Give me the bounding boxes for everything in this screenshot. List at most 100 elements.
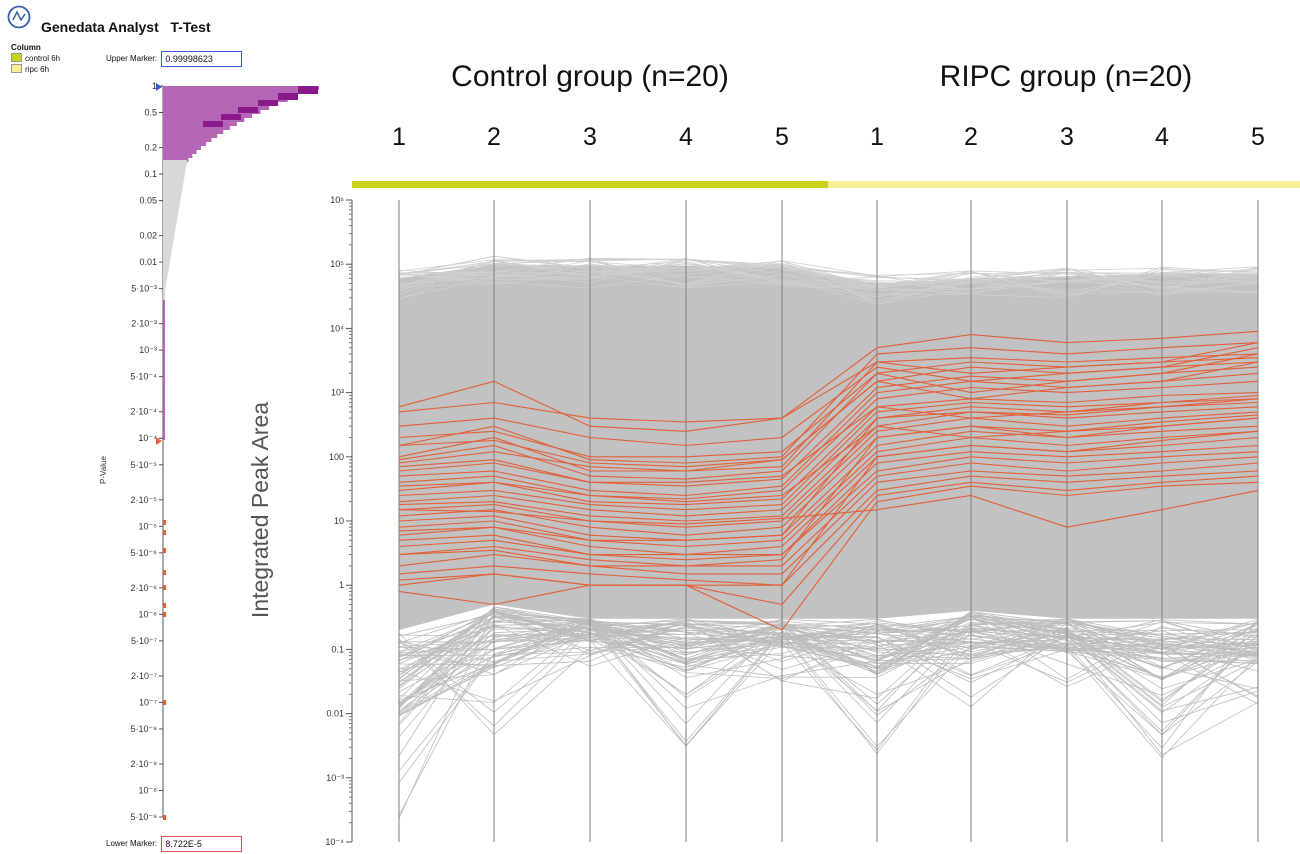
significant-series-30 — [398, 414, 1259, 503]
significant-series-14 — [398, 417, 1259, 536]
histogram-bar — [163, 134, 218, 138]
pvalue-tick-label: 2·10⁻³ — [131, 319, 157, 329]
legend-item-control[interactable]: control 6h — [11, 53, 60, 64]
histogram-bar — [163, 126, 230, 130]
background-line — [398, 619, 1259, 749]
significant-series-10 — [398, 398, 1259, 511]
pvalue-tick-label: 10⁻⁴ — [138, 433, 157, 443]
pvalue-tick-label: 2·10⁻⁶ — [131, 583, 158, 593]
pvalue-tick-label: 10⁻⁷ — [139, 697, 157, 707]
histogram-tail-bar — [163, 168, 186, 172]
significant-series-29 — [398, 394, 1259, 483]
column-header-10: 5 — [1251, 123, 1265, 151]
histogram-tail-bar — [163, 220, 177, 224]
pvalue-tick-label: 5·10⁻⁴ — [130, 372, 157, 382]
column-header-8: 3 — [1060, 123, 1074, 151]
pvalue-tick-label: 0.02 — [139, 231, 157, 241]
column-legend-heading: Column — [11, 43, 41, 52]
background-line — [398, 260, 1259, 299]
pvalue-histogram-bars — [163, 86, 319, 820]
pvalue-tick-label: 0.2 — [144, 143, 157, 153]
column-legend: Column control 6h ripc 6h — [11, 43, 60, 75]
significant-series-2 — [398, 342, 1259, 464]
ripc-swatch — [11, 64, 22, 73]
histogram-tail-bar — [163, 160, 187, 164]
histogram-bar — [163, 154, 193, 158]
background-line — [398, 621, 1259, 676]
histogram-bar — [163, 142, 206, 146]
significant-series-15 — [398, 425, 1259, 541]
significant-series-18 — [398, 444, 1259, 556]
histogram-bar — [163, 130, 224, 134]
histogram-tail-bar — [163, 248, 172, 252]
histogram-tail-bar — [163, 184, 183, 188]
pvalue-tick-label: 2·10⁻⁸ — [130, 759, 157, 769]
control-swatch — [11, 53, 22, 62]
background-line — [398, 616, 1259, 705]
upper-marker-input[interactable]: 0.99998623 — [161, 51, 243, 67]
background-line — [398, 607, 1259, 736]
background-line — [398, 610, 1259, 747]
lower-marker-label: Lower Marker: — [106, 839, 158, 849]
background-line — [398, 257, 1259, 288]
histogram-tail-bar — [163, 204, 180, 208]
histogram-highlight-bar — [298, 86, 318, 94]
background-line — [398, 620, 1259, 698]
background-line — [398, 265, 1259, 303]
background-line — [398, 262, 1259, 305]
column-header-4: 4 — [679, 123, 693, 151]
background-line — [398, 621, 1259, 736]
column-header-9: 4 — [1155, 123, 1169, 151]
histogram-tail-bar — [163, 260, 170, 264]
y-tick-label: 0.1 — [331, 644, 344, 654]
significant-series-3 — [398, 353, 1259, 472]
histogram-bar — [163, 110, 261, 114]
histogram-highlight-bar — [258, 100, 278, 106]
histogram-tail-bar — [163, 284, 166, 288]
histogram-tail-bar — [163, 208, 179, 212]
histogram-tail-bar — [163, 288, 166, 292]
y-axis-title: Integrated Peak Area — [247, 402, 273, 618]
background-line — [398, 622, 1259, 664]
significant-series-17 — [398, 436, 1259, 556]
lower-marker-input[interactable]: 8.722E-5 — [161, 836, 243, 852]
histogram-highlight-bar — [278, 93, 298, 100]
histogram-bar — [163, 106, 270, 110]
significant-pvalue-mark — [163, 603, 166, 608]
significant-pvalue-mark — [163, 585, 166, 590]
background-line — [398, 613, 1259, 709]
background-feature-lines — [398, 255, 1259, 819]
histogram-bar — [163, 138, 212, 142]
y-tick-label: 10⁴ — [330, 323, 344, 333]
significant-pvalue-mark — [163, 548, 166, 553]
y-tick-label: 10³ — [331, 388, 344, 398]
significant-series-1 — [398, 330, 1259, 432]
y-tick-label: 1 — [339, 580, 344, 590]
pvalue-tick-label: 5·10⁻⁹ — [130, 812, 157, 822]
histogram-tail-bar — [163, 216, 178, 220]
histogram-tail-bar — [163, 236, 174, 240]
histogram-tail-bar — [163, 196, 181, 200]
significant-series-27 — [398, 353, 1259, 458]
ripc-group-bar — [828, 181, 1300, 188]
significant-series-21 — [398, 462, 1259, 575]
significant-series-8 — [398, 380, 1259, 500]
histogram-bar — [163, 146, 201, 150]
histogram-tail-bar — [163, 192, 182, 196]
significant-pvalue-mark — [163, 700, 166, 705]
significant-pvalue-mark — [163, 520, 166, 525]
background-line — [398, 258, 1259, 297]
histogram-highlight-bar — [203, 121, 223, 127]
histogram-tail-bar — [163, 280, 167, 284]
pvalue-tick-label: 5·10⁻⁵ — [131, 460, 158, 470]
histogram-tail-bar — [163, 188, 183, 192]
significant-pvalue-mark — [163, 815, 166, 820]
histogram-bar — [163, 90, 309, 94]
histogram-tail-bar — [163, 272, 168, 276]
legend-item-ripc[interactable]: ripc 6h — [11, 64, 60, 75]
pvalue-histogram[interactable]: 1 0.5 0.2 0.1 0.05 0.02 0.01 5·10⁻³ 2·10⁻³ 10⁻³ 5·… — [0, 0, 330, 854]
column-header-5: 5 — [775, 123, 789, 151]
significant-pvalue-mark — [163, 570, 166, 575]
histogram-bar — [163, 150, 197, 154]
histogram-bar — [163, 94, 298, 98]
